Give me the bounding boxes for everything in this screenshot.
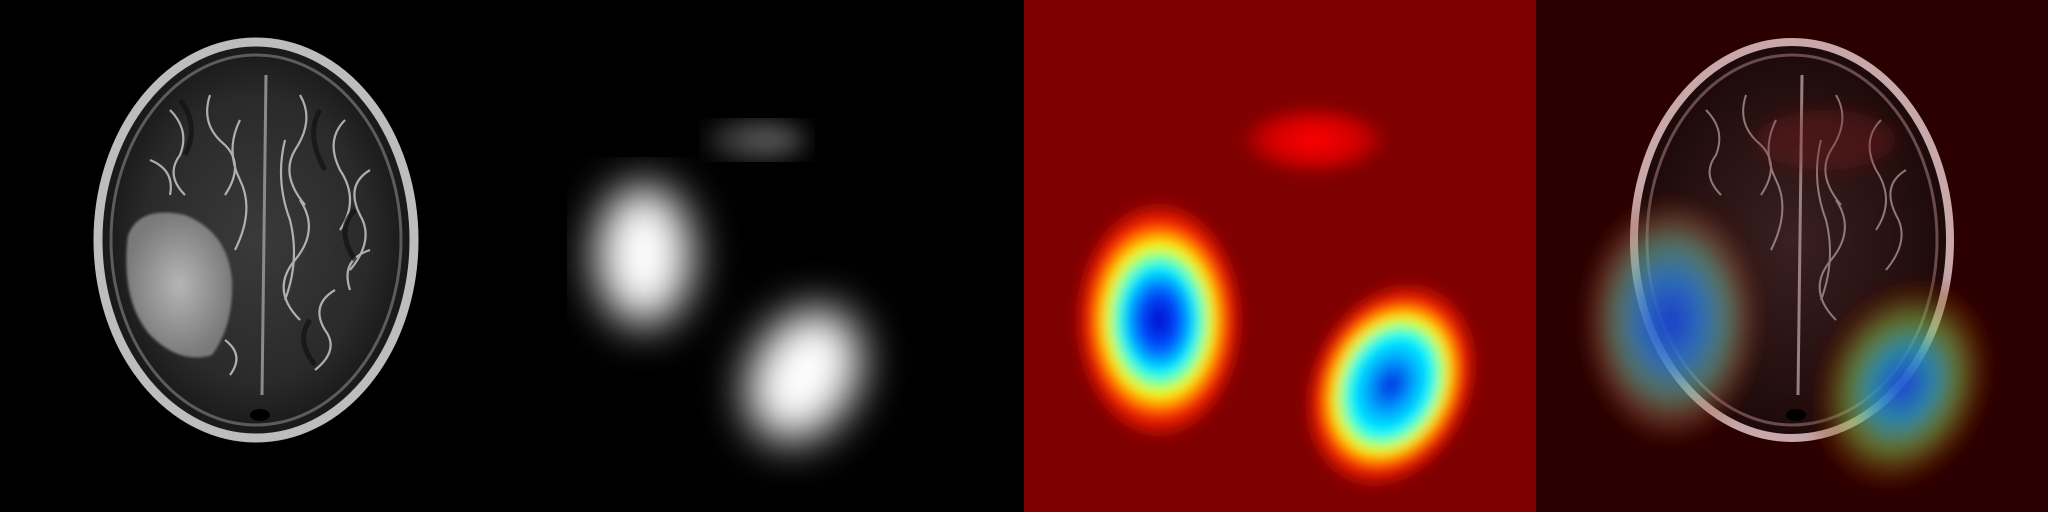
saliency-jet-image xyxy=(1024,0,1536,512)
saliency-jet-panel xyxy=(1024,0,1536,512)
overlay-panel xyxy=(1536,0,2048,512)
mri-image xyxy=(0,0,512,512)
overlay-image xyxy=(1536,0,2048,512)
mri-panel xyxy=(0,0,512,512)
saliency-gray-panel xyxy=(512,0,1024,512)
saliency-gray-image xyxy=(512,0,1024,512)
